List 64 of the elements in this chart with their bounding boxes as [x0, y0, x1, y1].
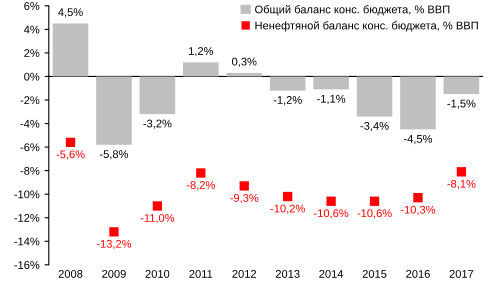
legend-label: Общий баланс конс. бюджета, % ВВП — [255, 4, 450, 16]
x-tick-label: 2014 — [319, 270, 344, 278]
data-label: -3,2% — [143, 120, 172, 129]
bar — [270, 76, 306, 91]
data-label: -10,2% — [270, 204, 305, 214]
data-label: -3,4% — [360, 122, 389, 132]
bar — [400, 76, 436, 130]
y-tick-label: -6% — [20, 143, 40, 152]
y-tick-label: 6% — [24, 2, 40, 10]
point — [240, 181, 249, 191]
x-tick-label: 2012 — [232, 270, 256, 278]
y-tick-label: 2% — [24, 49, 40, 57]
y-tick-label: -16% — [14, 261, 40, 269]
bar — [96, 76, 132, 145]
data-label: -5,6% — [56, 150, 85, 160]
point — [196, 168, 206, 178]
y-tick-label: 4% — [24, 26, 40, 34]
y-tick-label: -12% — [14, 214, 40, 222]
data-label: 1,2% — [188, 47, 214, 56]
point — [370, 196, 380, 206]
data-label: -1,2% — [274, 96, 302, 106]
point — [413, 193, 423, 202]
point — [109, 227, 119, 237]
y-tick-label: -10% — [14, 190, 40, 198]
x-tick-label: 2013 — [276, 270, 300, 278]
x-tick-label: 2009 — [102, 270, 126, 278]
x-tick-label: 2017 — [450, 270, 474, 278]
data-label: -10,3% — [400, 206, 436, 215]
point — [456, 167, 466, 176]
data-label: -10,6% — [314, 209, 348, 218]
bar — [444, 76, 480, 94]
x-tick-label: 2015 — [362, 270, 386, 278]
y-tick-label: -2% — [20, 96, 40, 104]
data-label: -1,1% — [317, 94, 346, 104]
data-label: -1,5% — [447, 100, 476, 109]
data-label: -10,6% — [357, 209, 392, 218]
data-label: -11,0% — [140, 214, 174, 224]
y-tick-label: -4% — [20, 120, 40, 128]
data-label: 0,3% — [232, 58, 257, 67]
y-tick-label: -14% — [14, 238, 40, 246]
data-label: 4,5% — [58, 8, 83, 18]
x-tick-label: 2016 — [406, 270, 430, 278]
point — [66, 138, 76, 148]
y-tick-label: -8% — [20, 166, 40, 175]
bar — [313, 76, 349, 90]
data-label: -4,5% — [404, 134, 432, 144]
legend-label: Ненефтяной баланс конс. бюджета, % ВВП — [255, 21, 478, 32]
bar — [52, 23, 88, 76]
y-tick-label: 0% — [24, 72, 40, 81]
data-label: -13,2% — [96, 240, 132, 250]
data-label: -5,8% — [100, 150, 128, 160]
data-label: -8,1% — [447, 180, 476, 190]
data-label: -8,2% — [186, 181, 215, 190]
x-tick-label: 2011 — [189, 270, 212, 278]
bar — [140, 76, 176, 114]
bar — [183, 62, 219, 76]
point — [326, 196, 336, 206]
bar — [356, 76, 392, 116]
bar — [226, 72, 262, 76]
x-tick-label: 2008 — [58, 270, 82, 278]
data-label: -9,3% — [230, 194, 258, 204]
x-tick-label: 2010 — [146, 270, 170, 278]
point — [283, 192, 292, 202]
point — [152, 201, 162, 211]
